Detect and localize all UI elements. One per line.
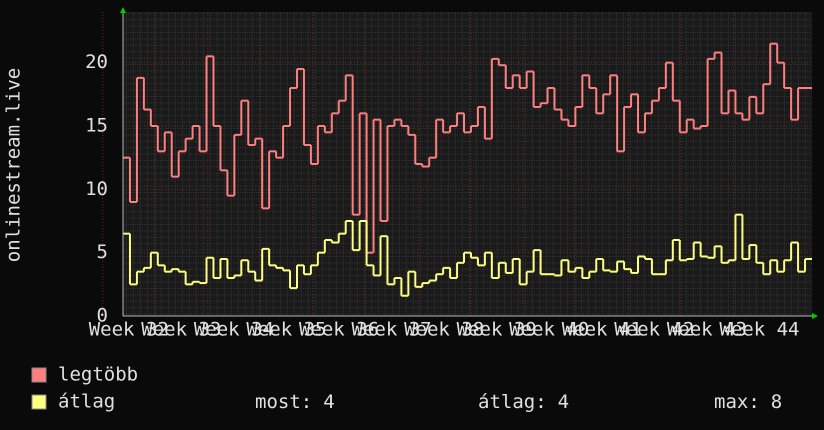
stat-label: most: [255, 391, 312, 413]
y-axis-title: onlinestream.live [3, 68, 25, 262]
x-tick-label: Week 36 [299, 319, 379, 341]
legend-swatch [31, 367, 47, 383]
y-tick-label: 0 [97, 305, 108, 327]
x-tick-label: Week 33 [141, 319, 221, 341]
x-tick-label: Week 35 [246, 319, 326, 341]
x-tick-label: Week 32 [89, 319, 169, 341]
x-tick-label: Week 34 [194, 319, 274, 341]
y-tick-label: 5 [97, 241, 108, 263]
x-arrow [812, 313, 818, 319]
stat: max: 8 [714, 391, 782, 413]
y-arrow [120, 7, 126, 13]
plot [102, 12, 812, 317]
stat-value: 4 [323, 391, 334, 413]
minor-grid [123, 12, 812, 316]
x-tick-label: Week 40 [509, 319, 589, 341]
stat: most: 4 [255, 391, 335, 413]
x-tick-label: Week 41 [562, 319, 642, 341]
y-tick-label: 20 [85, 51, 108, 73]
stat-value: 8 [771, 391, 782, 413]
stat-value: 4 [558, 391, 569, 413]
x-tick-label: Week 44 [719, 319, 799, 341]
x-tick-label: Week 43 [667, 319, 747, 341]
stat-label: átlag: [478, 391, 547, 413]
x-tick-label: Week 38 [404, 319, 484, 341]
stat: átlag: 4 [478, 391, 569, 413]
legend-label: legtöbb [58, 364, 138, 386]
y-tick-label: 15 [85, 115, 108, 137]
x-tick-label: Week 37 [352, 319, 432, 341]
x-tick-label: Week 39 [457, 319, 537, 341]
x-tick-label: Week 42 [614, 319, 694, 341]
legend-swatch [31, 394, 47, 410]
legend-label: átlag [58, 391, 115, 413]
stat-label: max: [714, 391, 760, 413]
y-tick-label: 10 [85, 178, 108, 200]
